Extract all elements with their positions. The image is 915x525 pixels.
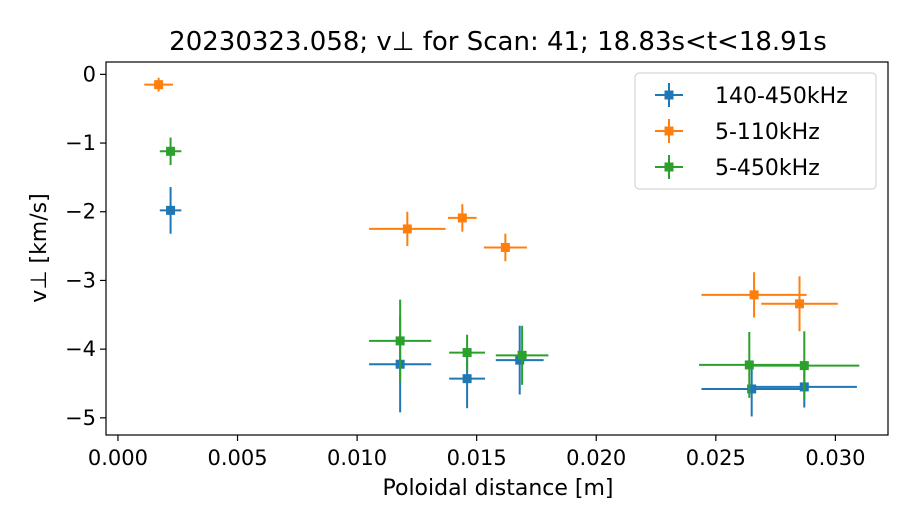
data-point — [517, 350, 527, 360]
series-0 — [159, 187, 857, 417]
x-tick-label: 0.000 — [88, 446, 148, 470]
x-tick-label: 0.030 — [805, 446, 865, 470]
data-point — [402, 224, 412, 234]
data-point — [747, 384, 757, 394]
plot-frame — [105, 61, 889, 436]
data-point — [462, 348, 472, 358]
y-tick-label: −1 — [65, 131, 96, 155]
plot-area — [144, 77, 860, 417]
data-point — [166, 205, 176, 215]
legend-box — [634, 72, 877, 190]
legend-label: 5-110kHz — [715, 120, 820, 145]
data-point — [462, 374, 472, 384]
x-tick-label: 0.005 — [207, 446, 267, 470]
x-tick-label: 0.020 — [566, 446, 626, 470]
data-point — [154, 80, 164, 90]
legend-marker — [664, 162, 674, 172]
y-tick-label: −5 — [65, 406, 96, 430]
x-axis-label: Poloidal distance [m] — [383, 476, 614, 501]
series-1 — [144, 77, 838, 332]
data-point — [795, 299, 805, 309]
y-tick-label: −4 — [65, 337, 96, 361]
x-tick-label: 0.015 — [447, 446, 507, 470]
legend-label: 5-450kHz — [715, 156, 820, 181]
legend-marker — [664, 90, 674, 100]
series-2 — [159, 137, 860, 400]
y-axis-label: v⊥ [km/s] — [27, 193, 52, 302]
data-point — [166, 146, 176, 156]
data-point — [799, 361, 809, 371]
data-point — [515, 355, 525, 365]
data-point — [457, 213, 467, 223]
axes: 0.000 0.005 0.010 0.015 0.020 0.025 0.030 0 −1 −2… — [65, 61, 889, 470]
legend-marker — [664, 126, 674, 136]
x-tick-label: 0.025 — [686, 446, 746, 470]
data-point — [749, 290, 759, 300]
y-tick-label: −2 — [65, 200, 96, 224]
y-tick-label: 0 — [83, 62, 96, 86]
data-point — [500, 242, 510, 252]
x-tick-label: 0.010 — [327, 446, 387, 470]
legend-label: 140-450kHz — [715, 84, 848, 109]
legend: 140-450kHz 5-110kHz 5-450kHz — [634, 72, 877, 190]
data-point — [395, 336, 405, 346]
chart-title: 20230323.058; v⊥ for Scan: 41; 18.83s<t<… — [169, 27, 827, 57]
y-tick-label: −3 — [65, 268, 96, 292]
